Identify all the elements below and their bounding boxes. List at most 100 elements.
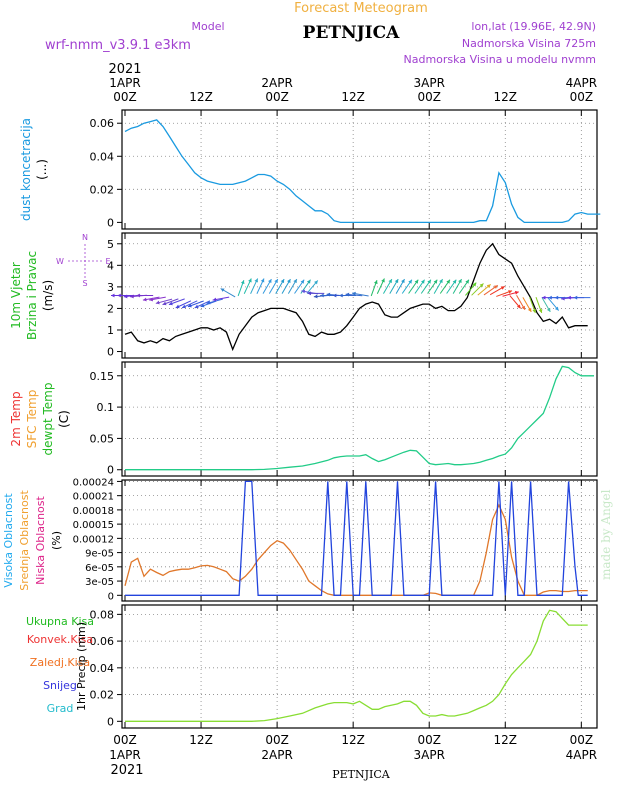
ytick-label: 0.08 <box>90 608 115 621</box>
ylabel: dust koncetracija <box>19 118 33 221</box>
ytick-label: 4 <box>107 259 114 272</box>
panel-0: 0 0.02 0.04 0.06 dust koncetracija (...) <box>19 109 601 230</box>
ylabel: (...) <box>35 159 49 180</box>
bottom-year: 2021 <box>110 763 143 778</box>
wind-arrow-head <box>307 291 311 296</box>
ytick-label: 3e-05 <box>85 577 114 588</box>
ytick-label: 3 <box>107 281 114 294</box>
wind-arrow-head <box>554 295 559 300</box>
wind-arrow-head <box>414 279 419 284</box>
wind-arrow-head <box>187 303 192 308</box>
top-tick-label-hour: 00Z <box>113 90 137 104</box>
wind-arrow-head <box>162 301 167 306</box>
ytick-label: 6e-05 <box>85 563 114 574</box>
wind-arrow-head <box>561 296 565 301</box>
bottom-tick-label-hour: 00Z <box>265 733 289 747</box>
ylabel: (%) <box>50 531 63 550</box>
wind-arrow-head <box>458 279 462 284</box>
wind-arrow-head <box>240 280 245 285</box>
panel-frame <box>121 604 598 729</box>
wind-arrow-head <box>313 294 318 299</box>
wind-arrow-head <box>472 282 477 287</box>
wind-arrow-head <box>168 301 173 306</box>
ytick-label: 0.00012 <box>73 534 114 545</box>
wind-arrow-head <box>516 304 521 309</box>
wind-arrow-head <box>548 295 552 300</box>
wind-arrow-head <box>200 303 205 308</box>
ylabel: SFC Temp <box>25 390 39 449</box>
wind-arrow-head <box>182 304 187 309</box>
wind-arrow-head <box>326 292 331 297</box>
wind-arrow-head <box>541 295 546 300</box>
bottom-tick-label-hour: 12Z <box>494 733 518 747</box>
top-tick-label-date: 1APR <box>109 76 140 90</box>
wind-arrow-head <box>381 278 385 283</box>
ytick-label: 2 <box>107 302 114 315</box>
wind-arrow-head <box>339 293 343 298</box>
ytick-label: 5 <box>107 238 114 251</box>
model-label: Model <box>191 20 224 33</box>
wind-arrow-head <box>479 283 484 288</box>
ytick-label: 0.00021 <box>73 492 114 503</box>
wind-arrow-head <box>287 279 291 284</box>
bottom-tick-label-date: 2APR <box>261 748 292 762</box>
wind-arrow-head <box>136 293 140 298</box>
ylabel: Brzina i Pravac <box>25 251 39 340</box>
compass: N S W E <box>56 233 110 288</box>
wind-arrow-head <box>352 291 356 296</box>
wind-arrow-head <box>274 279 278 284</box>
altitude-model: Nadmorska Visina u modelu nvmm <box>404 53 597 66</box>
panel-frame <box>121 109 598 230</box>
wind-arrow-head <box>546 307 551 312</box>
wind-arrow-head <box>538 309 543 313</box>
wind-arrow-head <box>260 278 265 283</box>
wind-arrow-head <box>486 284 491 289</box>
ylabel: 2m Temp <box>9 391 23 446</box>
bottom-tick-label-hour: 00Z <box>570 733 594 747</box>
ytick-label: 0.05 <box>90 432 115 445</box>
top-tick-label-hour: 12Z <box>189 90 213 104</box>
ylabel: Zaledj.Kisa <box>30 656 90 669</box>
top-tick-label-date: 2APR <box>261 76 292 90</box>
panels: 0 0.02 0.04 0.06 dust koncetracija (...) 0 1 2 3 4… <box>2 109 601 729</box>
bottom-tick-label-date: 4APR <box>566 748 597 762</box>
ylabel: Konvek.Kisa <box>27 633 93 646</box>
ylabel: (C) <box>57 410 71 428</box>
wind-arrow-head <box>521 305 525 310</box>
ytick-label: 0.04 <box>90 662 115 675</box>
ytick-label: 0.06 <box>90 635 115 648</box>
wind-arrow-head <box>300 279 305 284</box>
series-line-0 <box>125 365 594 471</box>
wind-arrow-head <box>280 279 285 284</box>
top-tick-label-hour: 12Z <box>341 90 365 104</box>
top-tick-label-date: 3APR <box>414 76 445 90</box>
panel-3: 0 3e-05 6e-05 9e-05 0.00012 0.00015 0.00018 0.0… <box>2 477 598 602</box>
ytick-label: 0.04 <box>90 150 115 163</box>
wind-arrow-head <box>314 280 318 285</box>
ytick-label: 0 <box>107 216 114 229</box>
bottom-tick-label-hour: 12Z <box>341 733 365 747</box>
series-line-0 <box>124 242 588 352</box>
top-tick-label-date: 4APR <box>566 76 597 90</box>
wind-arrow-head <box>155 300 160 305</box>
ylabel: 10m Vjetar <box>9 262 23 329</box>
top-tick-label-hour: 00Z <box>417 90 441 104</box>
ytick-label: 0.02 <box>90 183 115 196</box>
wind-arrow-head <box>117 293 121 298</box>
wind-arrow-head <box>345 292 350 297</box>
station-title: PETNJICA <box>303 23 400 43</box>
wind-arrow-head <box>514 290 519 295</box>
wind-arrow-head <box>301 289 306 294</box>
forecast-title: Forecast Meteogram <box>294 1 428 16</box>
series-line-0 <box>124 503 588 596</box>
wind-arrow-head <box>527 307 532 312</box>
compass-n: N <box>82 233 88 242</box>
ytick-label: 0.02 <box>90 689 115 702</box>
wind-arrow-head <box>433 279 438 284</box>
bottom-tick-label-hour: 12Z <box>189 733 213 747</box>
ylabel: Srednja Oblacnost <box>18 490 31 591</box>
top-tick-label-hour: 00Z <box>265 90 289 104</box>
ytick-label: 0.00015 <box>73 520 114 531</box>
